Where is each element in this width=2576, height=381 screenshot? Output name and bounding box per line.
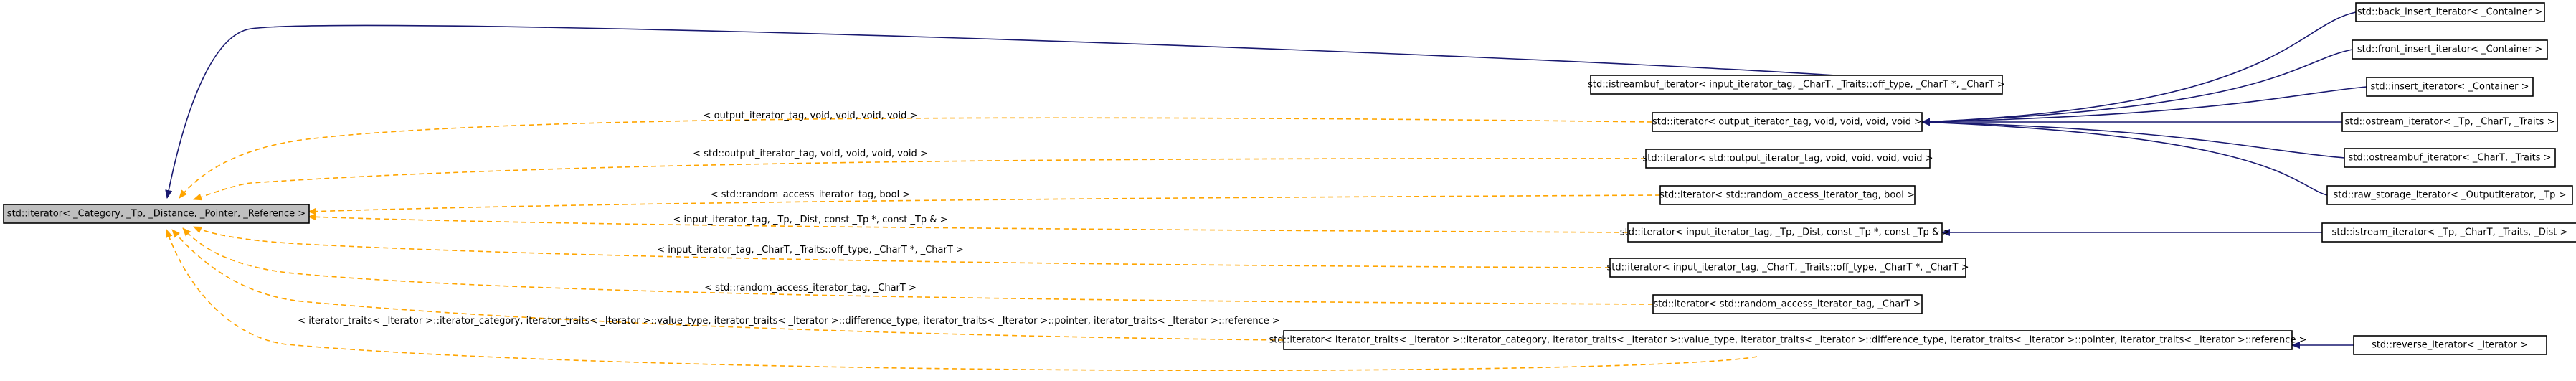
svg-text:std::iterator< input_iterator_: std::iterator< input_iterator_tag, _Tp, … bbox=[1620, 227, 1950, 238]
edge-label-output: < output_iterator_tag, void, void, void,… bbox=[704, 110, 918, 121]
node-std-random-access-bool[interactable]: std::iterator< std::random_access_iterat… bbox=[1659, 185, 1916, 205]
svg-text:std::iterator< output_iterator: std::iterator< output_iterator_tag, void… bbox=[1652, 117, 1922, 128]
node-iterator-traits[interactable]: std::iterator< iterator_traits< _Iterato… bbox=[1269, 330, 2307, 350]
node-reverse-iterator[interactable]: std::reverse_iterator< _Iterator > bbox=[2353, 335, 2547, 355]
tedge-iter-traits-a bbox=[171, 229, 1284, 341]
svg-text:std::ostreambuf_iterator< _Cha: std::ostreambuf_iterator< _CharT, _Trait… bbox=[2348, 153, 2551, 164]
svg-text:std::front_insert_iterator< _C: std::front_insert_iterator< _Container > bbox=[2357, 44, 2542, 55]
svg-text:std::raw_storage_iterator< _Ou: std::raw_storage_iterator< _OutputIterat… bbox=[2334, 190, 2567, 201]
edge-raw-storage bbox=[1921, 118, 2328, 196]
svg-text:std::ostream_iterator< _Tp, _C: std::ostream_iterator< _Tp, _CharT, _Tra… bbox=[2345, 117, 2555, 128]
svg-text:std::iterator< iterator_traits: std::iterator< iterator_traits< _Iterato… bbox=[1269, 335, 2307, 346]
template-edges bbox=[165, 117, 1758, 372]
node-ostream-iterator[interactable]: std::ostream_iterator< _Tp, _CharT, _Tra… bbox=[2341, 112, 2558, 132]
node-front-insert-iterator[interactable]: std::front_insert_iterator< _Container > bbox=[2352, 39, 2548, 60]
svg-text:std::iterator< std::random_acc: std::iterator< std::random_access_iterat… bbox=[1653, 299, 1921, 310]
node-raw-storage-iterator[interactable]: std::raw_storage_iterator< _OutputIterat… bbox=[2326, 185, 2573, 205]
edge-label-std-random-chart: < std::random_access_iterator_tag, _Char… bbox=[704, 283, 917, 293]
tedge-std-output bbox=[193, 158, 1647, 201]
edge-label-std-output: < std::output_iterator_tag, void, void, … bbox=[693, 149, 928, 159]
edge-ostreambuf bbox=[1921, 118, 2345, 159]
node-back-insert-iterator[interactable]: std::back_insert_iterator< _Container > bbox=[2355, 2, 2545, 22]
edge-insert bbox=[1921, 86, 2367, 126]
edge-istreambuf-to-root bbox=[165, 24, 1837, 199]
node-ostreambuf-iterator[interactable]: std::ostreambuf_iterator< _CharT, _Trait… bbox=[2344, 148, 2556, 168]
svg-text:std::iterator< std::output_ite: std::iterator< std::output_iterator_tag,… bbox=[1643, 154, 1933, 164]
node-input-iterator-tp[interactable]: std::iterator< input_iterator_tag, _Tp, … bbox=[1620, 222, 1950, 243]
edge-label-input-chart: < input_iterator_tag, _CharT, _Traits::o… bbox=[657, 245, 964, 255]
svg-text:std::back_insert_iterator< _Co: std::back_insert_iterator< _Container > bbox=[2357, 7, 2542, 18]
edge-label-input-tp: < input_iterator_tag, _Tp, _Dist, const … bbox=[673, 215, 948, 225]
tedge-input-chart bbox=[193, 226, 1611, 268]
node-root[interactable]: std::iterator< _Category, _Tp, _Distance… bbox=[3, 204, 310, 224]
node-std-output-iterator[interactable]: std::iterator< std::output_iterator_tag,… bbox=[1643, 149, 1933, 169]
edge-label-std-random-bool: < std::random_access_iterator_tag, bool … bbox=[711, 189, 910, 200]
svg-text:std::reverse_iterator< _Iterat: std::reverse_iterator< _Iterator > bbox=[2372, 340, 2528, 351]
edge-labels: < output_iterator_tag, void, void, void,… bbox=[298, 110, 1280, 326]
node-istreambuf-iterator[interactable]: std::istreambuf_iterator< input_iterator… bbox=[1588, 75, 2005, 95]
svg-text:std::iterator< _Category, _Tp,: std::iterator< _Category, _Tp, _Distance… bbox=[7, 209, 306, 220]
edge-back-insert bbox=[1921, 11, 2357, 126]
tedge-std-random-bool bbox=[308, 194, 1661, 215]
node-output-iterator[interactable]: std::iterator< output_iterator_tag, void… bbox=[1652, 112, 1923, 132]
tedge-input-tp bbox=[308, 213, 1629, 233]
node-istream-iterator[interactable]: std::istream_iterator< _Tp, _CharT, _Tra… bbox=[2321, 222, 2576, 243]
edge-label-iter-traits: < iterator_traits< _Iterator >::iterator… bbox=[298, 316, 1280, 326]
edge-front-insert bbox=[1921, 49, 2353, 126]
svg-text:std::istreambuf_iterator< inpu: std::istreambuf_iterator< input_iterator… bbox=[1588, 80, 2005, 90]
svg-text:std::iterator< input_iterator_: std::iterator< input_iterator_tag, _Char… bbox=[1607, 263, 1969, 273]
tedge-std-random-chart bbox=[182, 227, 1654, 305]
node-input-iterator-chart[interactable]: std::iterator< input_iterator_tag, _Char… bbox=[1607, 258, 1969, 278]
node-insert-iterator[interactable]: std::insert_iterator< _Container > bbox=[2366, 77, 2534, 97]
svg-text:std::iterator< std::random_acc: std::iterator< std::random_access_iterat… bbox=[1659, 190, 1915, 201]
edges-to-output-iterator bbox=[1921, 11, 2367, 196]
tedge-output bbox=[179, 117, 1653, 199]
svg-text:std::istream_iterator< _Tp, _C: std::istream_iterator< _Tp, _CharT, _Tra… bbox=[2332, 227, 2568, 238]
svg-text:std::insert_iterator< _Contain: std::insert_iterator< _Container > bbox=[2371, 82, 2529, 93]
node-std-random-access-chart[interactable]: std::iterator< std::random_access_iterat… bbox=[1652, 294, 1923, 314]
tedge-iter-traits-b bbox=[165, 229, 1758, 372]
